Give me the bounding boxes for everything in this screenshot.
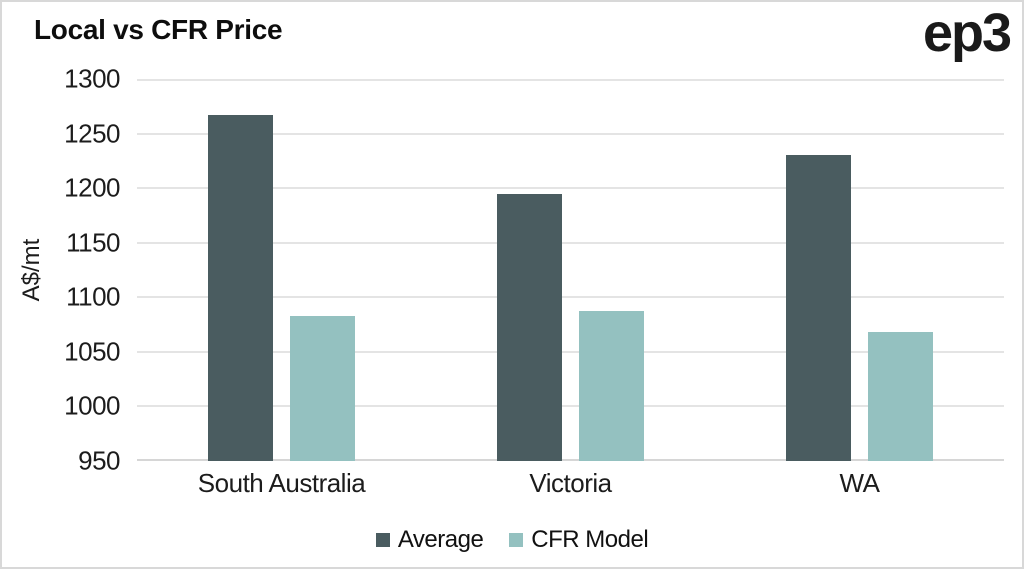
bar-cfr-model-wa [868, 332, 933, 461]
legend-label-average: Average [397, 526, 484, 553]
y-tick-label-1000: 1000 [64, 390, 120, 421]
bar-average-south-australia [208, 115, 273, 461]
y-tick-label-950: 950 [78, 445, 120, 476]
bar-average-victoria [497, 194, 562, 461]
bar-cfr-model-south-australia [290, 316, 355, 461]
x-axis-label-wa: WA [839, 468, 880, 498]
chart-title: Local vs CFR Price [34, 14, 283, 45]
bar-cfr-model-victoria [579, 311, 644, 461]
gridline-1300 [137, 79, 1004, 81]
gridline-1250 [137, 132, 1004, 135]
legend-item-average: Average [375, 526, 484, 554]
gridline-1000 [137, 405, 1004, 408]
y-tick-label-1050: 1050 [64, 336, 120, 367]
legend-swatch-cfr-model [509, 533, 524, 547]
gridline-1050 [137, 350, 1004, 353]
y-tick-label-1300: 1300 [64, 63, 120, 94]
gridline-1100 [137, 296, 1004, 299]
y-tick-label-1100: 1100 [66, 281, 120, 312]
brand-logo: ep3 [922, 3, 1012, 63]
y-tick-label-1150: 1150 [66, 227, 120, 258]
gridline-1200 [137, 187, 1004, 190]
legend-item-cfr-model: CFR Model [509, 526, 649, 554]
bar-average-wa [786, 155, 851, 461]
legend-label-cfr-model: CFR Model [531, 526, 649, 553]
y-tick-label-1250: 1250 [64, 118, 120, 149]
x-axis-label-south-australia: South Australia [197, 468, 366, 498]
x-axis-label-victoria: Victoria [529, 468, 612, 498]
plot-area [137, 79, 1004, 461]
y-tick-label-1200: 1200 [64, 172, 120, 203]
gridline-950 [137, 459, 1004, 461]
legend-swatch-average [375, 533, 390, 547]
legend: Average CFR Model [2, 523, 1022, 557]
gridline-1150 [137, 241, 1004, 244]
